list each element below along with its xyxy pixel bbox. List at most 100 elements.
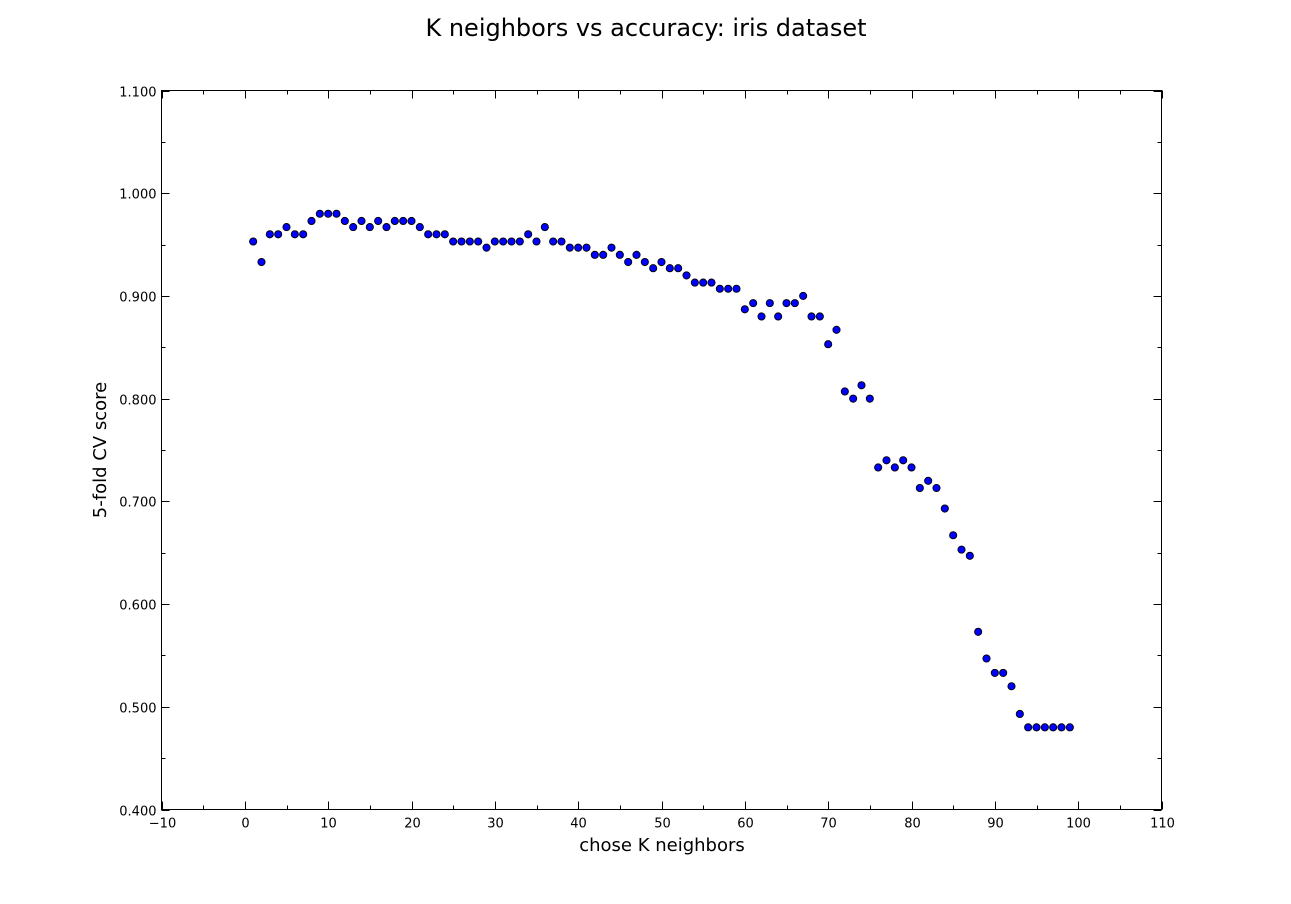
x-axis-label: chose K neighbors bbox=[579, 835, 745, 856]
data-point bbox=[1024, 723, 1033, 732]
data-point bbox=[424, 230, 433, 239]
plot-area-frame bbox=[161, 90, 1162, 810]
data-point bbox=[707, 278, 716, 287]
data-point bbox=[649, 264, 658, 273]
data-point bbox=[674, 264, 683, 273]
data-point bbox=[715, 284, 724, 293]
data-point bbox=[1032, 723, 1041, 732]
data-point bbox=[824, 340, 833, 349]
data-point bbox=[965, 551, 974, 560]
x-tick-label: 10 bbox=[320, 817, 337, 832]
data-point bbox=[565, 243, 574, 252]
data-point bbox=[540, 223, 549, 232]
data-point bbox=[807, 312, 816, 321]
data-point bbox=[590, 250, 599, 259]
data-point bbox=[282, 223, 291, 232]
data-point bbox=[749, 299, 758, 308]
x-tick-label: 110 bbox=[1150, 817, 1175, 832]
data-point bbox=[1057, 723, 1066, 732]
x-tick-label: −10 bbox=[149, 817, 176, 832]
data-point bbox=[432, 230, 441, 239]
data-point bbox=[340, 216, 349, 225]
data-point bbox=[457, 237, 466, 246]
y-tick-label: 0.700 bbox=[119, 496, 156, 511]
x-tick-label: 30 bbox=[487, 817, 504, 832]
data-point bbox=[982, 654, 991, 663]
data-point bbox=[857, 381, 866, 390]
data-point bbox=[365, 223, 374, 232]
data-point bbox=[474, 237, 483, 246]
data-point bbox=[640, 257, 649, 267]
x-tick-label: 80 bbox=[904, 817, 921, 832]
y-tick-label: 1.100 bbox=[119, 86, 156, 101]
data-point bbox=[682, 271, 691, 280]
x-tick-label: 70 bbox=[820, 817, 837, 832]
data-point bbox=[949, 531, 958, 540]
data-point bbox=[732, 284, 741, 293]
data-point bbox=[607, 243, 616, 252]
y-tick-label: 0.400 bbox=[119, 805, 156, 820]
data-point bbox=[699, 278, 708, 287]
x-tick-label: 50 bbox=[654, 817, 671, 832]
data-point bbox=[1007, 682, 1016, 691]
data-point bbox=[1049, 723, 1058, 732]
data-point bbox=[349, 223, 358, 232]
data-point bbox=[299, 230, 308, 239]
x-tick-label: 40 bbox=[570, 817, 587, 832]
data-point bbox=[890, 463, 899, 472]
chart-title: K neighbors vs accuracy: iris dataset bbox=[425, 14, 866, 42]
y-tick-label: 0.500 bbox=[119, 702, 156, 717]
axis-ticks bbox=[161, 90, 1163, 811]
data-point bbox=[724, 284, 733, 293]
y-tick-label: 1.000 bbox=[119, 188, 156, 203]
data-point bbox=[415, 223, 424, 232]
data-point bbox=[924, 476, 933, 485]
data-point bbox=[515, 237, 524, 246]
data-point bbox=[882, 456, 891, 465]
data-point bbox=[757, 312, 766, 321]
data-point bbox=[765, 299, 774, 308]
data-point bbox=[690, 278, 699, 287]
data-point bbox=[840, 387, 849, 396]
data-point bbox=[849, 394, 858, 403]
data-point bbox=[899, 456, 908, 465]
data-point bbox=[507, 237, 516, 246]
x-tick-label: 100 bbox=[1066, 817, 1091, 832]
data-point bbox=[1065, 723, 1074, 732]
data-point bbox=[790, 299, 799, 308]
data-point bbox=[940, 504, 949, 513]
data-point bbox=[599, 250, 608, 259]
data-point bbox=[915, 483, 924, 493]
x-tick-label: 20 bbox=[404, 817, 421, 832]
data-point bbox=[324, 209, 333, 218]
y-axis-label: 5-fold CV score bbox=[90, 382, 111, 518]
y-tick-labels: 0.400 0.500 0.600 0.700 0.800 0.900 1.000 1.100 bbox=[119, 86, 156, 820]
data-points bbox=[249, 209, 1074, 732]
data-point bbox=[557, 237, 566, 246]
data-point bbox=[374, 216, 383, 225]
data-point bbox=[582, 243, 591, 252]
data-point bbox=[265, 230, 274, 239]
data-point bbox=[907, 463, 916, 472]
data-point bbox=[524, 230, 533, 239]
data-point bbox=[657, 257, 666, 267]
data-point bbox=[865, 394, 874, 403]
data-point bbox=[782, 299, 791, 308]
data-point bbox=[274, 230, 283, 239]
data-point bbox=[799, 291, 808, 300]
data-point bbox=[407, 216, 416, 225]
data-point bbox=[499, 237, 508, 246]
y-tick-label: 0.600 bbox=[119, 599, 156, 614]
data-point bbox=[449, 237, 458, 246]
data-point bbox=[665, 264, 674, 273]
data-point bbox=[290, 230, 299, 239]
y-tick-label: 0.900 bbox=[119, 291, 156, 306]
data-point bbox=[332, 209, 341, 218]
data-point bbox=[957, 545, 966, 554]
data-point bbox=[357, 216, 366, 225]
x-tick-label: 60 bbox=[737, 817, 754, 832]
data-point bbox=[490, 237, 499, 246]
data-point bbox=[399, 216, 408, 225]
data-point bbox=[390, 216, 399, 225]
data-point bbox=[315, 209, 324, 218]
